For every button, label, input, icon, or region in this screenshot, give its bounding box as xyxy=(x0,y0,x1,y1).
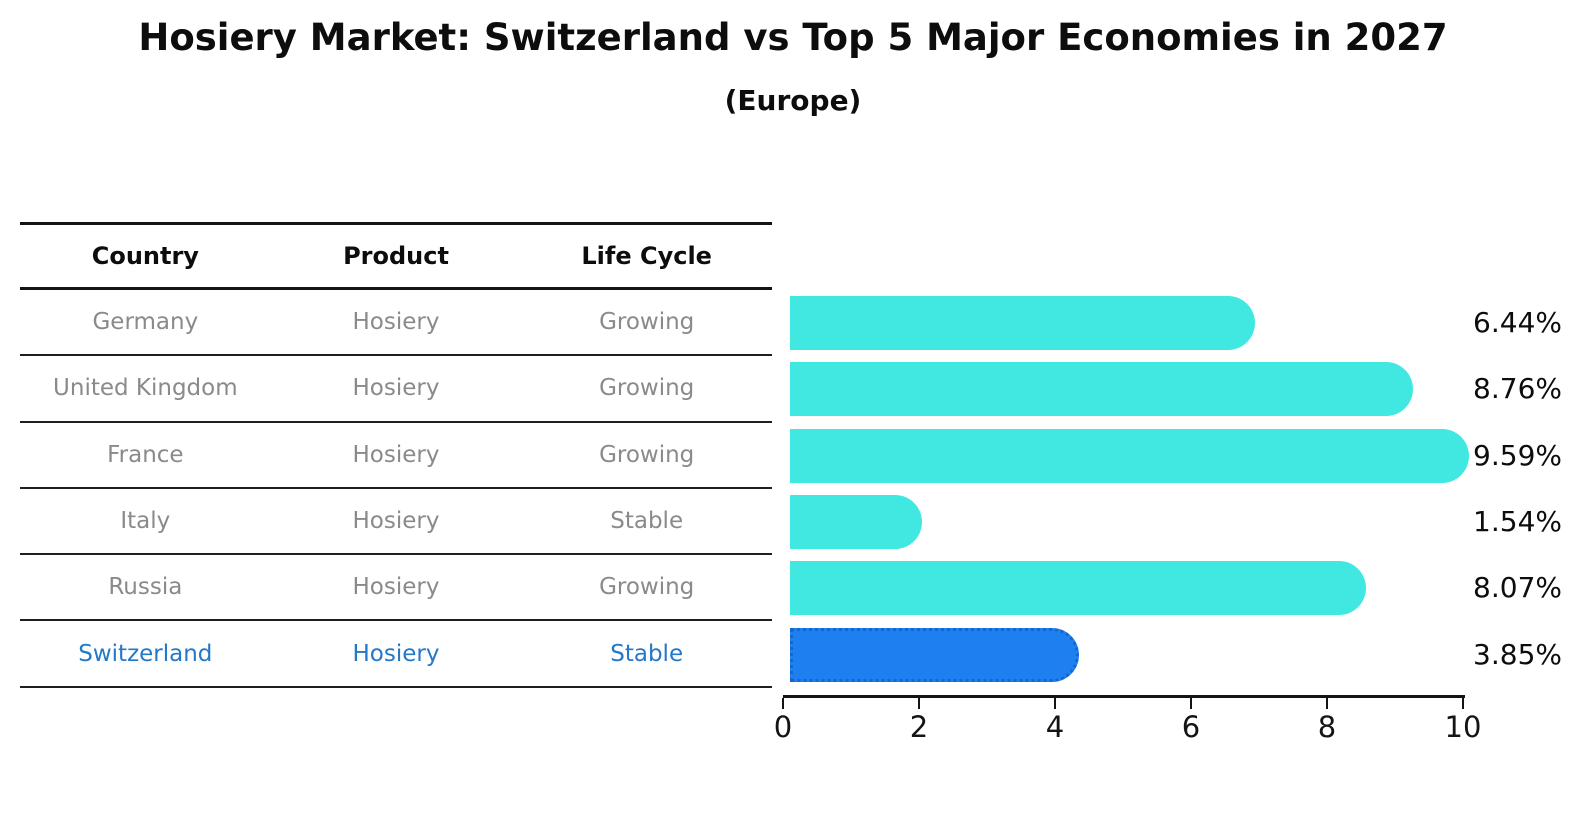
column-header-life-cycle: Life Cycle xyxy=(581,242,712,270)
x-axis-tick-mark xyxy=(1190,698,1192,709)
x-axis-tick-mark xyxy=(1326,698,1328,709)
bar-value-label: 1.54% xyxy=(1473,504,1562,538)
x-axis-tick-label: 0 xyxy=(773,710,793,744)
cell-product: Hosiery xyxy=(352,508,440,535)
table-body: Germany Hosiery Growing United Kingdom Hosie… xyxy=(20,290,772,688)
cell-life-cycle: Growing xyxy=(599,441,695,468)
bar-value-label: 3.85% xyxy=(1473,637,1562,671)
x-axis-tick-label: 10 xyxy=(1444,710,1482,744)
chart-title: Hosiery Market: Switzerland vs Top 5 Maj… xyxy=(138,16,1448,59)
x-axis-tick-label: 2 xyxy=(909,710,929,744)
x-axis-tick-mark xyxy=(782,698,784,709)
cell-life-cycle: Growing xyxy=(599,309,695,336)
table-row: United Kingdom Hosiery Growing xyxy=(20,356,772,423)
bar-chart xyxy=(783,290,1470,688)
cell-country: Switzerland xyxy=(78,640,213,667)
table-row-highlighted: Switzerland Hosiery Stable xyxy=(20,621,772,688)
cell-life-cycle: Growing xyxy=(599,375,695,402)
data-table: Country Product Life Cycle Germany Hosier… xyxy=(20,222,772,688)
bar-italy xyxy=(790,494,922,549)
bar-united-kingdom xyxy=(790,362,1413,417)
cell-life-cycle: Stable xyxy=(610,508,684,535)
table-row: France Hosiery Growing xyxy=(20,423,772,489)
bar-value-label: 9.59% xyxy=(1473,438,1562,472)
cell-product: Hosiery xyxy=(352,640,440,667)
column-header-product: Product xyxy=(343,242,449,270)
bar-france xyxy=(790,428,1470,483)
x-axis-tick-label: 6 xyxy=(1181,710,1201,744)
table-header-row: Country Product Life Cycle xyxy=(20,225,772,290)
x-axis-tick-label: 8 xyxy=(1317,710,1337,744)
x-axis-tick-mark xyxy=(1054,698,1056,709)
bar-germany xyxy=(790,296,1255,350)
bar-value-label: 8.76% xyxy=(1473,372,1562,406)
x-axis-tick-label: 4 xyxy=(1045,710,1065,744)
cell-life-cycle: Growing xyxy=(599,574,695,601)
x-axis-line xyxy=(783,695,1465,698)
bar-value-label: 6.44% xyxy=(1473,306,1562,339)
cell-product: Hosiery xyxy=(352,375,440,402)
x-axis-tick-mark xyxy=(918,698,920,709)
cell-country: France xyxy=(107,441,184,468)
column-header-country: Country xyxy=(91,242,199,270)
table-row: Italy Hosiery Stable xyxy=(20,489,772,556)
table-row: Russia Hosiery Growing xyxy=(20,555,772,622)
bar-russia xyxy=(790,561,1366,616)
cell-product: Hosiery xyxy=(352,574,440,601)
cell-country: Russia xyxy=(108,574,183,601)
cell-country: Italy xyxy=(120,508,171,535)
table-row: Germany Hosiery Growing xyxy=(20,290,772,357)
cell-country: Germany xyxy=(92,309,199,336)
bar-switzerland-highlighted xyxy=(790,627,1079,682)
cell-life-cycle: Stable xyxy=(610,640,684,667)
cell-product: Hosiery xyxy=(352,309,440,336)
bar-value-label: 8.07% xyxy=(1473,571,1562,605)
x-axis-tick-mark xyxy=(1462,698,1464,709)
chart-subtitle: (Europe) xyxy=(724,84,862,117)
cell-country: United Kingdom xyxy=(53,375,238,402)
cell-product: Hosiery xyxy=(352,441,440,468)
